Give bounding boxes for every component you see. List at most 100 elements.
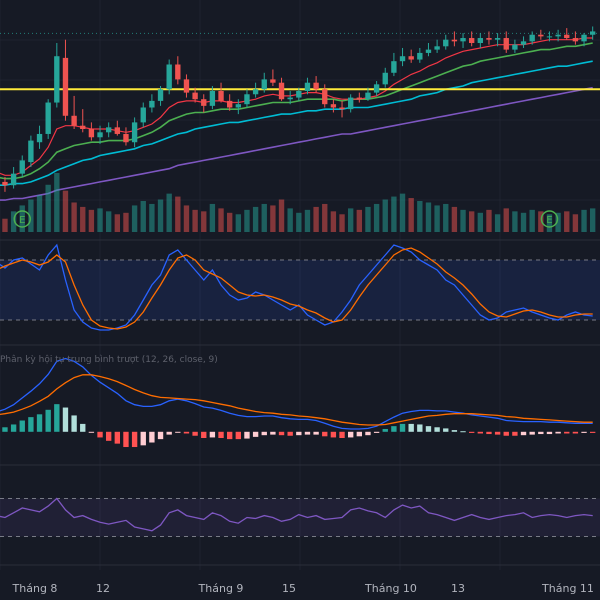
candle-body [244, 94, 250, 105]
candlestick [434, 39, 440, 53]
volume-bar [88, 209, 95, 232]
macd-histogram-bar [581, 431, 587, 433]
volume-bar [546, 214, 553, 232]
stochastic-k-line [0, 243, 593, 331]
macd-histogram-bar [36, 414, 43, 432]
macd-histogram-bar [503, 431, 509, 436]
volume-bar [581, 209, 587, 232]
macd-histogram-bar [97, 431, 103, 438]
volume-bar [382, 199, 388, 232]
volume-bar [175, 196, 181, 232]
candlestick [157, 86, 164, 106]
macd-histogram-bar [157, 431, 164, 440]
macd-line [0, 357, 593, 430]
candle-body [28, 140, 34, 163]
macd-histogram-bar [114, 431, 121, 444]
volume-bar [399, 193, 406, 232]
candle-body [252, 89, 259, 95]
candlestick [192, 87, 198, 103]
candle-body [529, 34, 535, 42]
candle-body [477, 38, 484, 43]
candlestick [175, 56, 181, 85]
candlestick [538, 29, 544, 40]
volume-bar [270, 205, 276, 232]
candle-body [45, 102, 51, 134]
candlestick [88, 122, 95, 141]
candle-body [347, 97, 354, 110]
candle-body [235, 104, 242, 108]
macd-histogram-bar [425, 426, 432, 432]
time-axis-label: 13 [451, 582, 465, 595]
candle-body [192, 92, 198, 100]
earnings-icon-ring [13, 210, 31, 228]
candle-body [175, 64, 181, 80]
macd-histogram-bar [183, 431, 190, 434]
volume-bar [313, 206, 319, 232]
macd-histogram-bar [2, 427, 8, 432]
candlestick [399, 47, 406, 67]
candle-body [399, 56, 406, 62]
macd-indicator-title: Phân kỳ hội tụ trung bình trượt (12, 26,… [0, 354, 218, 365]
macd-histogram-bar [564, 431, 570, 434]
macd-histogram-bar [589, 431, 596, 433]
candle-body [88, 129, 95, 138]
time-axis-label: 15 [282, 582, 296, 595]
candlestick [201, 94, 207, 113]
earnings-icon[interactable]: E [13, 210, 31, 228]
candlestick [10, 167, 17, 189]
candle-body [339, 107, 345, 110]
volume-bar [304, 209, 311, 232]
candle-body [365, 92, 371, 100]
candle-body [140, 107, 146, 123]
volume-bar [19, 205, 25, 232]
stochastic-pane [0, 243, 600, 331]
volume-bar [330, 211, 337, 232]
macd-histogram-bar [520, 431, 527, 436]
time-axis-label: Tháng 9 [198, 582, 244, 595]
volume-bar [183, 205, 190, 232]
macd-histogram-bar [19, 420, 25, 432]
rsi-band [0, 498, 600, 537]
candlestick [443, 34, 449, 50]
candle-body [54, 56, 60, 103]
macd-histogram-bar [382, 428, 388, 432]
volume-bar [36, 195, 43, 232]
candle-body [330, 104, 337, 108]
candle-body [391, 61, 397, 73]
volume-bar [555, 212, 561, 232]
candlestick [54, 43, 60, 108]
candle-body [546, 36, 553, 38]
volume-bar [209, 203, 216, 232]
volume-bar [529, 209, 535, 232]
macd-histogram-bar [226, 431, 233, 440]
earnings-icon[interactable]: E [540, 210, 559, 228]
volume-bar [538, 211, 544, 232]
candlestick [36, 125, 43, 149]
candlestick [2, 176, 8, 192]
candle-body [278, 82, 285, 100]
candlestick [252, 82, 259, 98]
macd-histogram-bar [486, 431, 492, 435]
macd-histogram-bar [443, 428, 449, 432]
volume-bar [486, 209, 492, 232]
volume-bar [425, 202, 432, 232]
macd-histogram-bar [304, 431, 311, 435]
candlestick [287, 90, 293, 105]
macd-histogram-bar [88, 431, 95, 433]
macd-histogram-bar [572, 431, 579, 434]
candlestick [330, 99, 337, 113]
candlestick [235, 99, 242, 115]
macd-histogram-bar [218, 431, 224, 438]
macd-histogram-bar [339, 431, 345, 438]
volume-bar [10, 211, 17, 232]
candlestick [486, 31, 492, 45]
macd-histogram-bar [252, 431, 259, 437]
volume-bar [201, 211, 207, 232]
macd-histogram-bar [512, 431, 518, 436]
volume-bar [468, 211, 475, 232]
candlestick [313, 76, 319, 93]
volume-bar [97, 208, 103, 232]
time-axis-label: Tháng 11 [541, 582, 594, 595]
